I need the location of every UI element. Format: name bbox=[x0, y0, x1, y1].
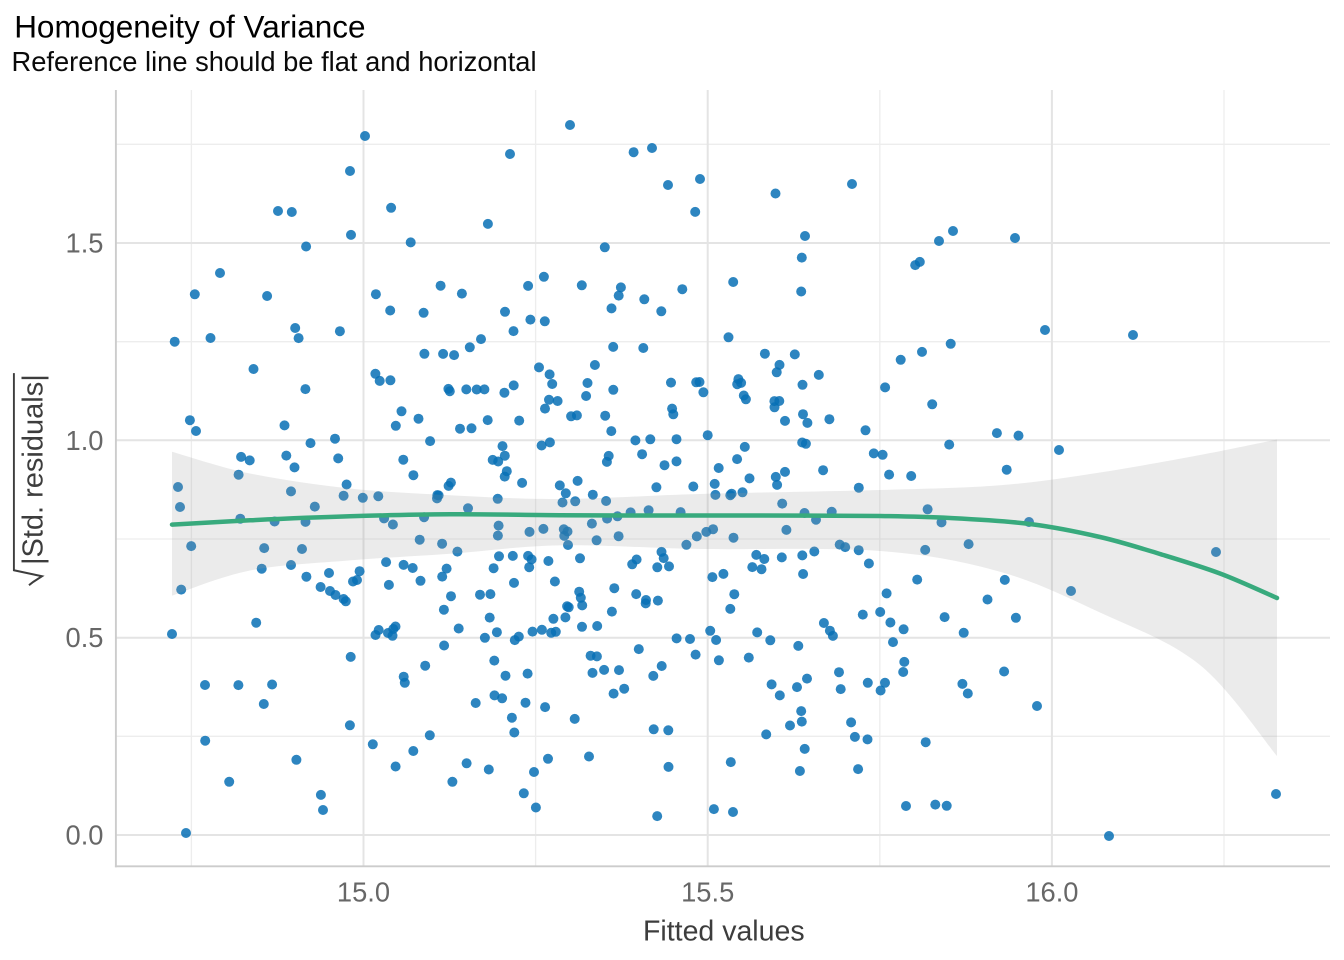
svg-text:0.0: 0.0 bbox=[66, 820, 104, 851]
svg-text:1.0: 1.0 bbox=[66, 425, 104, 456]
svg-text:16.0: 16.0 bbox=[1025, 876, 1078, 907]
svg-text:0.5: 0.5 bbox=[66, 622, 104, 653]
svg-text:15.0: 15.0 bbox=[337, 876, 390, 907]
svg-text:Homogeneity of Variance: Homogeneity of Variance bbox=[14, 8, 365, 44]
svg-text:Reference line should be flat: Reference line should be flat and horizo… bbox=[12, 46, 537, 77]
svg-text:Fitted values: Fitted values bbox=[643, 915, 805, 947]
svg-text:|Std. residuals|: |Std. residuals| bbox=[18, 374, 50, 565]
svg-text:1.5: 1.5 bbox=[66, 228, 104, 259]
svg-text:15.5: 15.5 bbox=[681, 876, 734, 907]
